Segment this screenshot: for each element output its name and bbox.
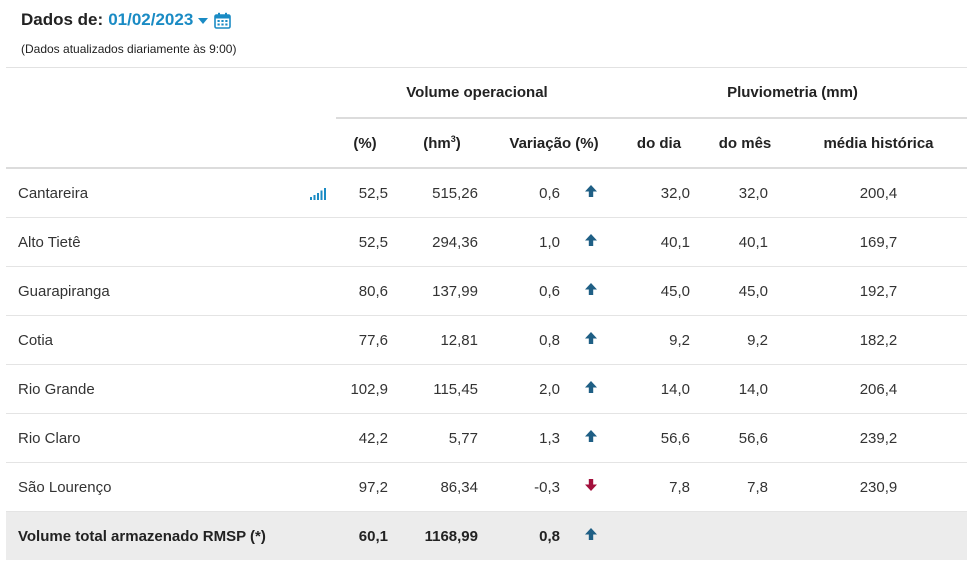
cell-do-mes: 56,6 [700, 413, 790, 463]
reservoir-name-label: Rio Claro [18, 429, 81, 447]
caret-down-icon[interactable] [198, 17, 209, 24]
reservoir-name[interactable]: Rio Claro [6, 413, 336, 463]
arrow-up-icon [564, 413, 618, 463]
table-row: Cotia 77,6 12,81 0,8 9,2 9,2 182,2 [6, 315, 967, 365]
date-selector: Dados de: 01/02/2023 [21, 8, 236, 32]
total-variacao: 0,8 [490, 511, 564, 560]
reservoir-name-label: Alto Tietê [18, 233, 81, 251]
cell-pct: 102,9 [336, 364, 394, 414]
calendar-icon[interactable] [214, 12, 232, 29]
col-pct: (%) [336, 118, 394, 169]
cell-variacao: 2,0 [490, 364, 564, 414]
cell-do-mes: 7,8 [700, 462, 790, 512]
cell-do-mes: 14,0 [700, 364, 790, 414]
reservoir-name-label: São Lourenço [18, 478, 112, 496]
col-hm3-sup: 3 [450, 134, 456, 144]
cell-do-mes: 40,1 [700, 217, 790, 267]
cell-variacao: 1,0 [490, 217, 564, 267]
date-label: Dados de: [21, 10, 104, 29]
col-variacao: Variação (%) [490, 118, 618, 169]
cell-variacao: 1,3 [490, 413, 564, 463]
reservoir-name[interactable]: Rio Grande [6, 364, 336, 414]
cell-pct: 42,2 [336, 413, 394, 463]
cell-do-dia: 9,2 [618, 315, 700, 365]
arrow-up-icon [564, 168, 618, 218]
column-header-row: (%) (hm3) Variação (%) do dia do mês méd… [6, 118, 967, 169]
table-row: Guarapiranga 80,6 137,99 0,6 45,0 45,0 192,7 [6, 266, 967, 316]
cell-do-dia: 45,0 [618, 266, 700, 316]
col-hm3-label: (hm [423, 135, 451, 152]
cell-do-dia: 56,6 [618, 413, 700, 463]
reservoir-name-label: Cantareira [18, 184, 89, 202]
group-header-row: Volume operacional Pluviometria (mm) [6, 67, 967, 119]
total-hm3: 1168,99 [394, 511, 490, 560]
total-row: Volume total armazenado RMSP (*) 60,1 1168… [6, 511, 967, 560]
total-label: Volume total armazenado RMSP (*) [6, 511, 336, 560]
cell-do-dia: 32,0 [618, 168, 700, 218]
arrow-up-icon [564, 217, 618, 267]
date-header: Dados de: 01/02/2023 (Dados atualizados … [21, 8, 236, 56]
total-pct: 60,1 [336, 511, 394, 560]
date-value-link[interactable]: 01/02/2023 [108, 10, 194, 29]
cell-hm3: 86,34 [394, 462, 490, 512]
signal-bars-icon[interactable] [310, 187, 326, 204]
cell-variacao: 0,8 [490, 315, 564, 365]
cell-media-historica: 192,7 [790, 266, 967, 316]
volume-operacional-header: Volume operacional [336, 67, 618, 119]
cell-do-dia: 40,1 [618, 217, 700, 267]
table-row: Rio Claro 42,2 5,77 1,3 56,6 56,6 239,2 [6, 413, 967, 463]
cell-pct: 97,2 [336, 462, 394, 512]
reservoir-name[interactable]: Cantareira [6, 168, 336, 218]
reservoir-name-label: Cotia [18, 331, 54, 349]
cell-variacao: 0,6 [490, 266, 564, 316]
col-do-dia: do dia [618, 118, 700, 169]
cell-pct: 77,6 [336, 315, 394, 365]
reservoir-name[interactable]: Cotia [6, 315, 336, 365]
reservoir-name-label: Guarapiranga [18, 282, 110, 300]
cell-variacao: -0,3 [490, 462, 564, 512]
cell-do-mes: 9,2 [700, 315, 790, 365]
cell-variacao: 0,6 [490, 168, 564, 218]
reservoir-name[interactable]: Alto Tietê [6, 217, 336, 267]
cell-media-historica: 230,9 [790, 462, 967, 512]
table-row: São Lourenço 97,2 86,34 -0,3 7,8 7,8 230,9 [6, 462, 967, 512]
cell-media-historica: 239,2 [790, 413, 967, 463]
arrow-down-icon [564, 462, 618, 512]
pluviometria-header: Pluviometria (mm) [618, 67, 967, 119]
cell-do-dia: 14,0 [618, 364, 700, 414]
cell-media-historica: 206,4 [790, 364, 967, 414]
cell-do-mes: 45,0 [700, 266, 790, 316]
cell-hm3: 137,99 [394, 266, 490, 316]
col-do-mes: do mês [700, 118, 790, 169]
cell-pct: 52,5 [336, 217, 394, 267]
cell-hm3: 294,36 [394, 217, 490, 267]
table-row: Alto Tietê 52,5 294,36 1,0 40,1 40,1 169,7 [6, 217, 967, 267]
arrow-up-icon [564, 266, 618, 316]
reservoir-name[interactable]: Guarapiranga [6, 266, 336, 316]
arrow-up-icon [564, 315, 618, 365]
reservoir-name[interactable]: São Lourenço [6, 462, 336, 512]
arrow-up-icon [564, 511, 618, 560]
col-hm3: (hm3) [394, 118, 490, 169]
cell-pct: 52,5 [336, 168, 394, 218]
col-media-historica: média histórica [790, 118, 967, 169]
cell-media-historica: 200,4 [790, 168, 967, 218]
cell-do-mes: 32,0 [700, 168, 790, 218]
cell-media-historica: 182,2 [790, 315, 967, 365]
cell-hm3: 5,77 [394, 413, 490, 463]
reservoir-table: Volume operacional Pluviometria (mm) (%)… [6, 67, 967, 560]
reservoir-name-label: Rio Grande [18, 380, 95, 398]
cell-pct: 80,6 [336, 266, 394, 316]
cell-hm3: 12,81 [394, 315, 490, 365]
table-row: Cantareira 52,5 515,26 0,6 32,0 32,0 200,4 [6, 168, 967, 218]
col-hm3-close: ) [455, 135, 461, 152]
cell-hm3: 515,26 [394, 168, 490, 218]
cell-media-historica: 169,7 [790, 217, 967, 267]
table-row: Rio Grande 102,9 115,45 2,0 14,0 14,0 206,4 [6, 364, 967, 414]
update-note: (Dados atualizados diariamente às 9:00) [21, 42, 237, 56]
arrow-up-icon [564, 364, 618, 414]
cell-hm3: 115,45 [394, 364, 490, 414]
cell-do-dia: 7,8 [618, 462, 700, 512]
